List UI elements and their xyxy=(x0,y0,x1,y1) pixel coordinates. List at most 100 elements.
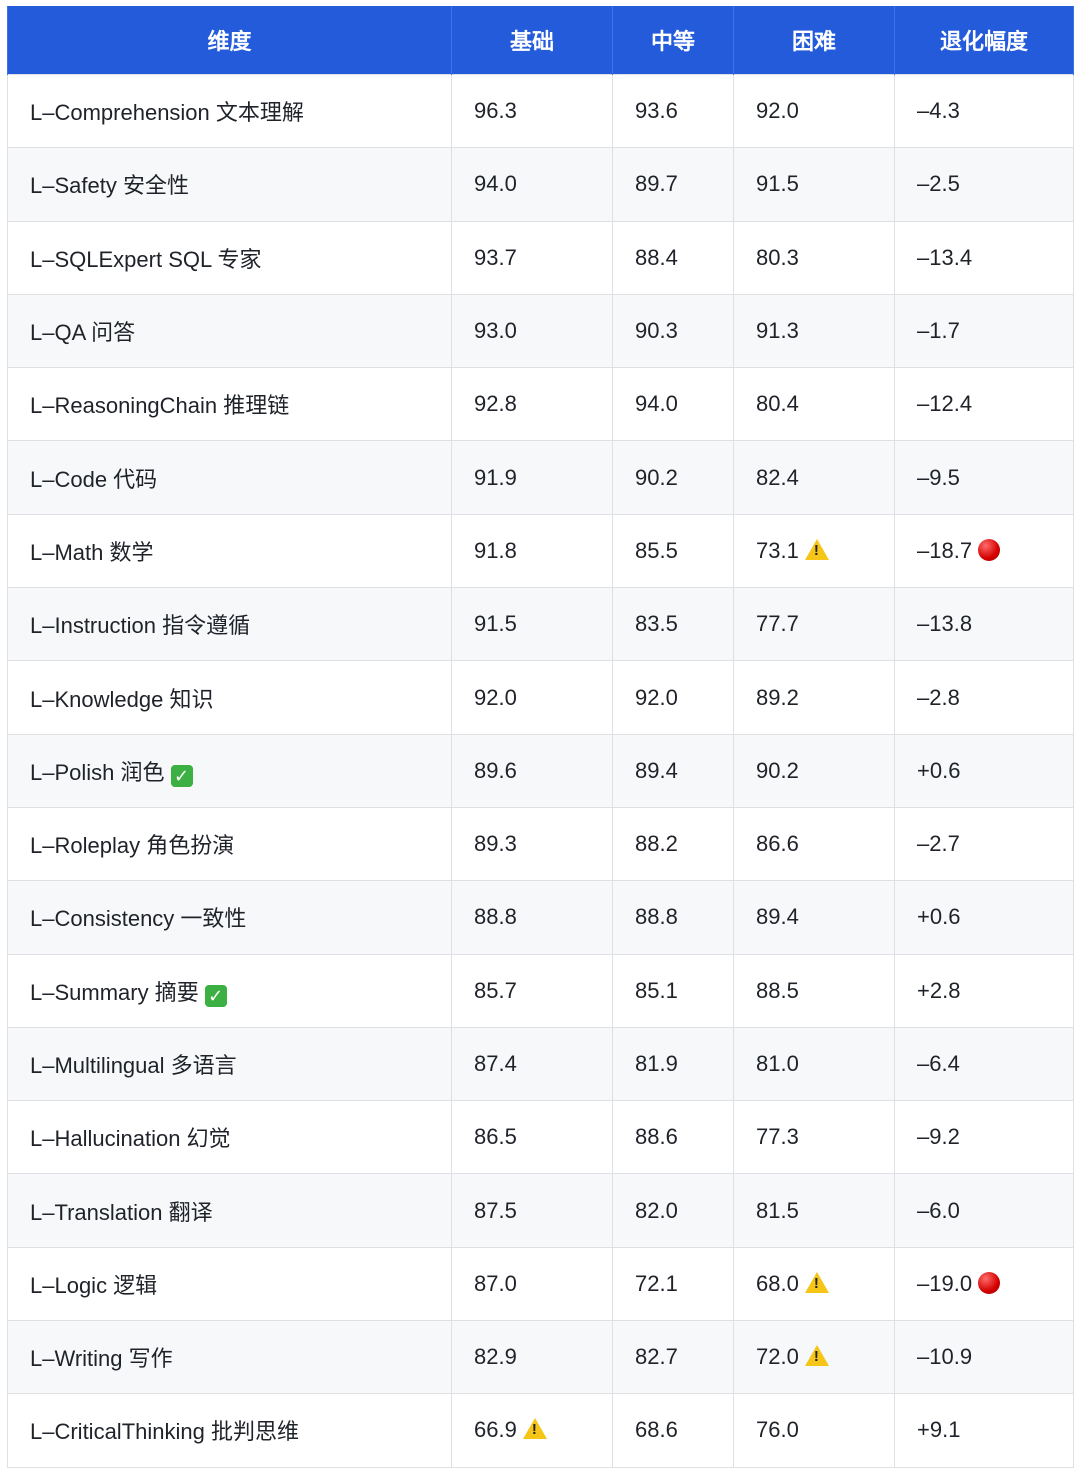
header-medium: 中等 xyxy=(612,6,734,75)
cell-basic: 82.9 xyxy=(451,1320,613,1395)
basic-value: 87.5 xyxy=(474,1197,517,1223)
degradation-value: –19.0 xyxy=(917,1270,973,1296)
cell-hard: 80.3 xyxy=(733,220,895,295)
cell-degradation: –2.8 xyxy=(894,660,1074,735)
degradation-value: –10.9 xyxy=(917,1344,973,1370)
medium-value: 72.1 xyxy=(635,1270,678,1296)
cell-medium: 88.2 xyxy=(612,806,734,882)
medium-value: 88.4 xyxy=(635,244,678,270)
cell-hard: 92.0 xyxy=(733,73,895,149)
hard-value: 73.1 xyxy=(756,537,799,563)
degradation-value: +0.6 xyxy=(917,757,961,783)
basic-value: 91.8 xyxy=(474,537,517,563)
cell-dimension: L–Hallucination 幻觉 xyxy=(7,1100,452,1175)
medium-value: 81.9 xyxy=(635,1051,678,1076)
medium-value: 89.4 xyxy=(635,757,678,783)
red-circle-icon xyxy=(978,1271,1001,1294)
table-row: L–Polish 润色 ✓ 89.6 89.4 90.2 +0.6 xyxy=(7,733,1074,808)
hard-value: 86.6 xyxy=(756,831,799,857)
cell-medium: 72.1 xyxy=(612,1246,734,1322)
cell-dimension: L–Logic 逻辑 xyxy=(7,1246,452,1322)
degradation-value: –1.7 xyxy=(917,318,960,344)
cell-medium: 82.7 xyxy=(612,1320,734,1395)
cell-hard: 81.0 xyxy=(733,1026,895,1102)
red-circle-icon xyxy=(978,538,1001,561)
cell-basic: 88.8 xyxy=(451,880,613,955)
basic-value: 89.6 xyxy=(474,757,517,783)
dimension-value: L–Math 数学 xyxy=(30,539,154,565)
basic-value: 93.7 xyxy=(474,244,517,270)
hard-value: 82.4 xyxy=(756,464,799,490)
cell-basic: 87.0 xyxy=(451,1246,613,1322)
cell-medium: 81.9 xyxy=(612,1026,734,1102)
cell-dimension: L–Summary 摘要 ✓ xyxy=(7,953,452,1028)
cell-degradation: –9.5 xyxy=(894,440,1074,515)
cell-basic: 91.5 xyxy=(451,587,613,662)
dimension-value: L–SQLExpert SQL 专家 xyxy=(30,246,262,272)
medium-value: 93.6 xyxy=(635,98,678,124)
cell-basic: 91.9 xyxy=(451,440,613,515)
hard-value: 80.4 xyxy=(756,391,799,417)
cell-dimension: L–Roleplay 角色扮演 xyxy=(7,806,452,882)
table-row: L–Code 代码 91.9 90.2 82.4 –9.5 xyxy=(7,440,1074,515)
hard-value: 81.0 xyxy=(756,1051,799,1076)
table-row: L–Consistency 一致性 88.8 88.8 89.4 +0.6 xyxy=(7,880,1074,955)
cell-basic: 89.3 xyxy=(451,806,613,882)
dimension-value: L–Hallucination 幻觉 xyxy=(30,1126,231,1152)
cell-basic: 92.8 xyxy=(451,367,613,442)
cell-degradation: –13.4 xyxy=(894,220,1074,295)
dimension-value: L–Instruction 指令遵循 xyxy=(30,613,251,639)
header-hard: 困难 xyxy=(733,6,895,75)
cell-hard: 90.2 xyxy=(733,733,895,808)
hard-value: 92.0 xyxy=(756,98,799,124)
dimension-value: L–ReasoningChain 推理链 xyxy=(30,393,290,419)
cell-hard: 76.0 xyxy=(733,1393,895,1468)
hard-value: 89.4 xyxy=(756,904,799,930)
basic-value: 92.0 xyxy=(474,684,517,710)
cell-medium: 93.6 xyxy=(612,73,734,149)
degradation-value: –2.7 xyxy=(917,831,960,857)
cell-medium: 82.0 xyxy=(612,1173,734,1248)
cell-dimension: L–SQLExpert SQL 专家 xyxy=(7,220,452,295)
cell-medium: 89.4 xyxy=(612,733,734,808)
header-basic: 基础 xyxy=(451,6,613,75)
cell-dimension: L–Comprehension 文本理解 xyxy=(7,73,452,149)
cell-basic: 94.0 xyxy=(451,147,613,222)
warning-icon xyxy=(804,1345,829,1367)
degradation-value: –2.8 xyxy=(917,684,960,710)
cell-degradation: +9.1 xyxy=(894,1393,1074,1468)
warning-icon xyxy=(804,1271,829,1293)
cell-basic: 85.7 xyxy=(451,953,613,1028)
table-row: L–Comprehension 文本理解 96.3 93.6 92.0 –4.3 xyxy=(7,73,1074,149)
medium-value: 89.7 xyxy=(635,171,678,197)
medium-value: 90.2 xyxy=(635,464,678,490)
table-row: L–Safety 安全性 94.0 89.7 91.5 –2.5 xyxy=(7,147,1074,222)
hard-value: 88.5 xyxy=(756,977,799,1003)
cell-degradation: –9.2 xyxy=(894,1100,1074,1175)
basic-value: 85.7 xyxy=(474,977,517,1003)
basic-value: 96.3 xyxy=(474,98,517,124)
medium-value: 88.8 xyxy=(635,904,678,930)
cell-dimension: L–Consistency 一致性 xyxy=(7,880,452,955)
cell-hard: 80.4 xyxy=(733,367,895,442)
cell-degradation: –6.4 xyxy=(894,1026,1074,1102)
dimension-value: L–Consistency 一致性 xyxy=(30,906,247,932)
cell-medium: 85.5 xyxy=(612,513,734,589)
cell-degradation: –4.3 xyxy=(894,73,1074,149)
cell-degradation: –13.8 xyxy=(894,587,1074,662)
dimension-value: L–Knowledge 知识 xyxy=(30,686,214,712)
cell-degradation: –10.9 xyxy=(894,1320,1074,1395)
cell-dimension: L–Knowledge 知识 xyxy=(7,660,452,735)
table-row: L–CriticalThinking 批判思维 66.9 68.6 76.0 +9.1 xyxy=(7,1393,1074,1468)
cell-hard: 89.4 xyxy=(733,880,895,955)
medium-value: 85.5 xyxy=(635,537,678,563)
header-row: 维度 基础 中等 困难 退化幅度 xyxy=(7,6,1074,75)
degradation-value: –6.4 xyxy=(917,1051,960,1076)
cell-dimension: L–Instruction 指令遵循 xyxy=(7,587,452,662)
medium-value: 83.5 xyxy=(635,611,678,637)
basic-value: 82.9 xyxy=(474,1344,517,1370)
cell-dimension: L–Safety 安全性 xyxy=(7,147,452,222)
table-row: L–Multilingual 多语言 87.4 81.9 81.0 –6.4 xyxy=(7,1026,1074,1102)
hard-value: 89.2 xyxy=(756,684,799,710)
medium-value: 82.7 xyxy=(635,1344,678,1370)
